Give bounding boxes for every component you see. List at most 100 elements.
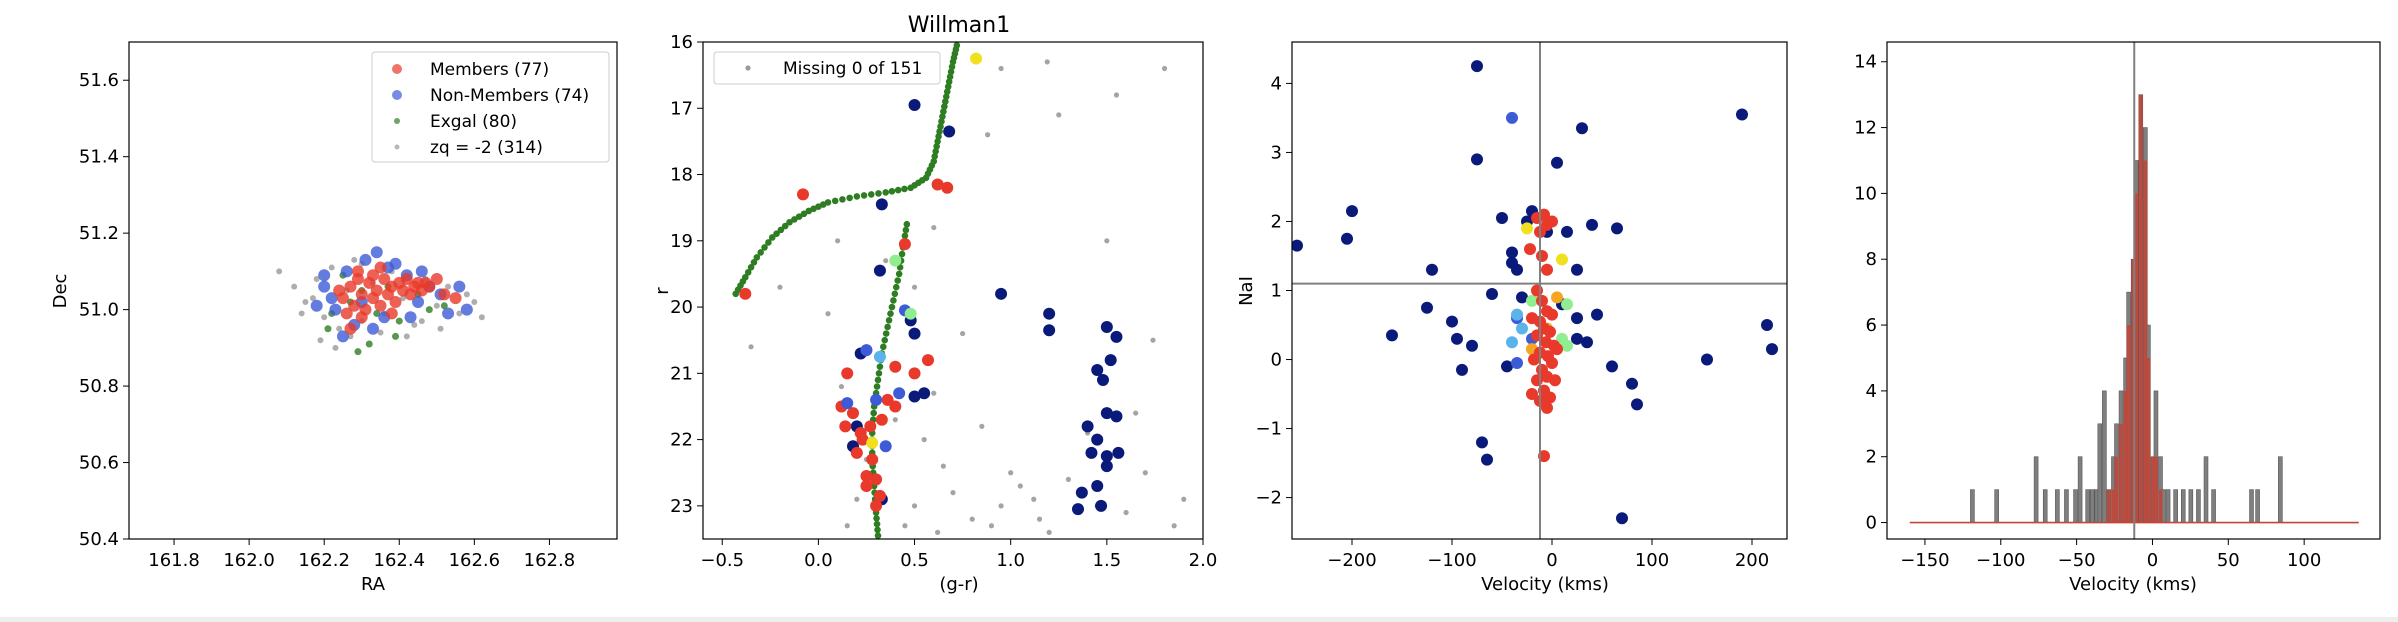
data-point xyxy=(442,307,455,320)
data-point xyxy=(365,340,373,348)
histogram-bar-all xyxy=(2085,489,2090,523)
histogram-bar-members xyxy=(2143,160,2148,523)
histogram-bar-all xyxy=(2042,489,2048,523)
data-point xyxy=(1036,516,1043,522)
data-point xyxy=(333,284,346,297)
histogram-bar-all xyxy=(2097,423,2103,523)
isochrone-point xyxy=(750,259,758,266)
data-point xyxy=(1100,320,1113,333)
data-point xyxy=(1133,410,1139,416)
panel-3-xtick-label: 0 xyxy=(1546,550,1557,571)
panel-2-xtick-label: 2.0 xyxy=(1189,550,1218,571)
data-point xyxy=(1546,308,1558,321)
data-point xyxy=(370,246,383,259)
data-point xyxy=(1531,284,1543,297)
panel-4-ytick-label: 14 xyxy=(1854,52,1877,73)
data-point xyxy=(411,321,418,328)
data-point xyxy=(943,125,956,138)
data-point xyxy=(850,446,863,459)
histogram-bar-members xyxy=(2158,489,2163,523)
isochrone-point xyxy=(867,191,875,198)
data-point xyxy=(340,265,353,278)
data-point xyxy=(412,295,425,308)
panel-4-ytick-label: 12 xyxy=(1854,118,1877,139)
panel-2-ytick-label: 16 xyxy=(670,32,693,53)
legend-marker xyxy=(392,90,402,100)
isochrone-point xyxy=(882,189,889,196)
data-point xyxy=(359,253,372,266)
data-point xyxy=(340,307,353,320)
data-point xyxy=(392,332,400,340)
data-point xyxy=(1451,332,1463,345)
isochrone-point xyxy=(947,68,955,76)
data-point xyxy=(1571,263,1583,276)
panel-2-title: Willman1 xyxy=(908,13,1010,38)
data-point xyxy=(1516,291,1528,304)
isochrone-point xyxy=(901,232,909,240)
data-point xyxy=(1631,398,1643,411)
panel-1-ytick-label: 51.6 xyxy=(79,70,119,91)
data-point xyxy=(1546,356,1558,369)
panel-1-xtick-label: 161.8 xyxy=(148,550,200,571)
data-point xyxy=(1043,307,1056,320)
panel-1-ylabel: Dec xyxy=(50,274,71,309)
data-point xyxy=(1091,433,1104,446)
data-point xyxy=(931,224,937,231)
data-point xyxy=(1541,263,1553,276)
panel-4-xtick-label: −150 xyxy=(1900,550,1949,571)
panel-4-xtick-label: 100 xyxy=(2287,550,2321,571)
isochrone-point xyxy=(949,58,957,66)
panel-1-ytick-label: 50.8 xyxy=(79,376,119,397)
panel-3-ytick-label: −2 xyxy=(1255,488,1282,509)
series-cyan xyxy=(1506,308,1528,349)
isochrone-point xyxy=(891,290,899,298)
data-point xyxy=(1526,294,1538,307)
data-point xyxy=(1471,60,1483,73)
histogram-bar-members xyxy=(2134,193,2139,523)
data-point xyxy=(908,367,921,380)
isochrone-point xyxy=(753,254,761,261)
histogram-bars xyxy=(1970,94,2283,523)
data-point xyxy=(1528,353,1540,366)
isochrone-point xyxy=(795,213,803,220)
data-point xyxy=(1516,322,1528,335)
data-point xyxy=(908,327,921,340)
data-point xyxy=(941,181,954,194)
data-point xyxy=(1100,407,1113,420)
data-point xyxy=(1095,499,1108,512)
panel-4-xtick-label: −100 xyxy=(1976,550,2025,571)
isochrone-point xyxy=(935,133,942,140)
data-point xyxy=(1511,308,1523,321)
data-point xyxy=(922,354,934,367)
data-point xyxy=(1701,353,1713,366)
data-point xyxy=(318,280,331,293)
histogram-bar-all xyxy=(2196,489,2201,523)
data-point xyxy=(875,413,888,426)
data-point xyxy=(385,307,398,320)
histogram-bar-members xyxy=(2150,456,2155,523)
isochrone-point xyxy=(839,196,846,203)
data-point xyxy=(478,314,485,321)
data-point xyxy=(908,98,921,111)
data-point xyxy=(935,529,941,535)
data-point xyxy=(1056,112,1062,118)
legend-marker xyxy=(745,65,751,71)
isochrone-point xyxy=(765,239,772,246)
isochrone-point xyxy=(890,297,897,304)
panel-3-xlabel: Velocity (kms) xyxy=(1481,574,1609,595)
isochrone-point xyxy=(933,143,940,150)
histogram-bar-all xyxy=(2278,456,2283,523)
data-point xyxy=(1571,312,1583,325)
data-point xyxy=(1292,239,1303,252)
histogram-bar-all xyxy=(2165,489,2171,523)
data-point xyxy=(969,516,975,522)
data-point xyxy=(892,417,898,423)
data-point xyxy=(1100,460,1113,473)
panel-1-xtick-label: 162.6 xyxy=(449,550,501,571)
panel-4-ytick-label: 2 xyxy=(1866,447,1877,468)
panel-1-ytick-label: 51.2 xyxy=(79,223,119,244)
panel-1-xtick-label: 162.2 xyxy=(298,550,350,571)
isochrone-point xyxy=(777,226,785,234)
data-point xyxy=(1524,243,1536,256)
